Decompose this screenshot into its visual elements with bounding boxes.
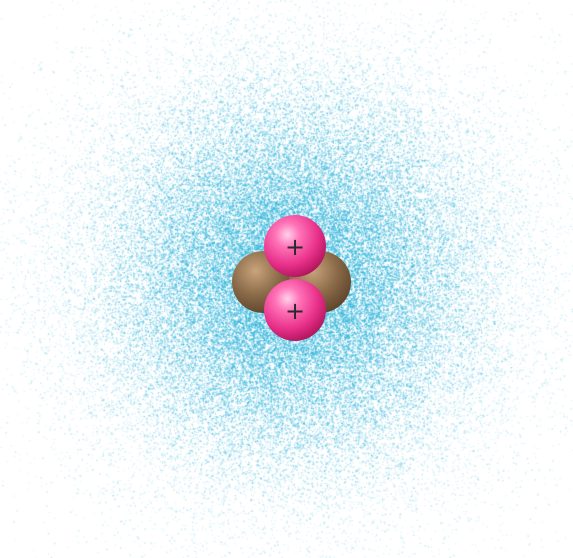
proton-top: + (264, 215, 326, 277)
proton-bottom: + (264, 279, 326, 341)
proton-top-charge-label: + (285, 233, 305, 261)
proton-bottom-charge-label: + (285, 297, 305, 325)
